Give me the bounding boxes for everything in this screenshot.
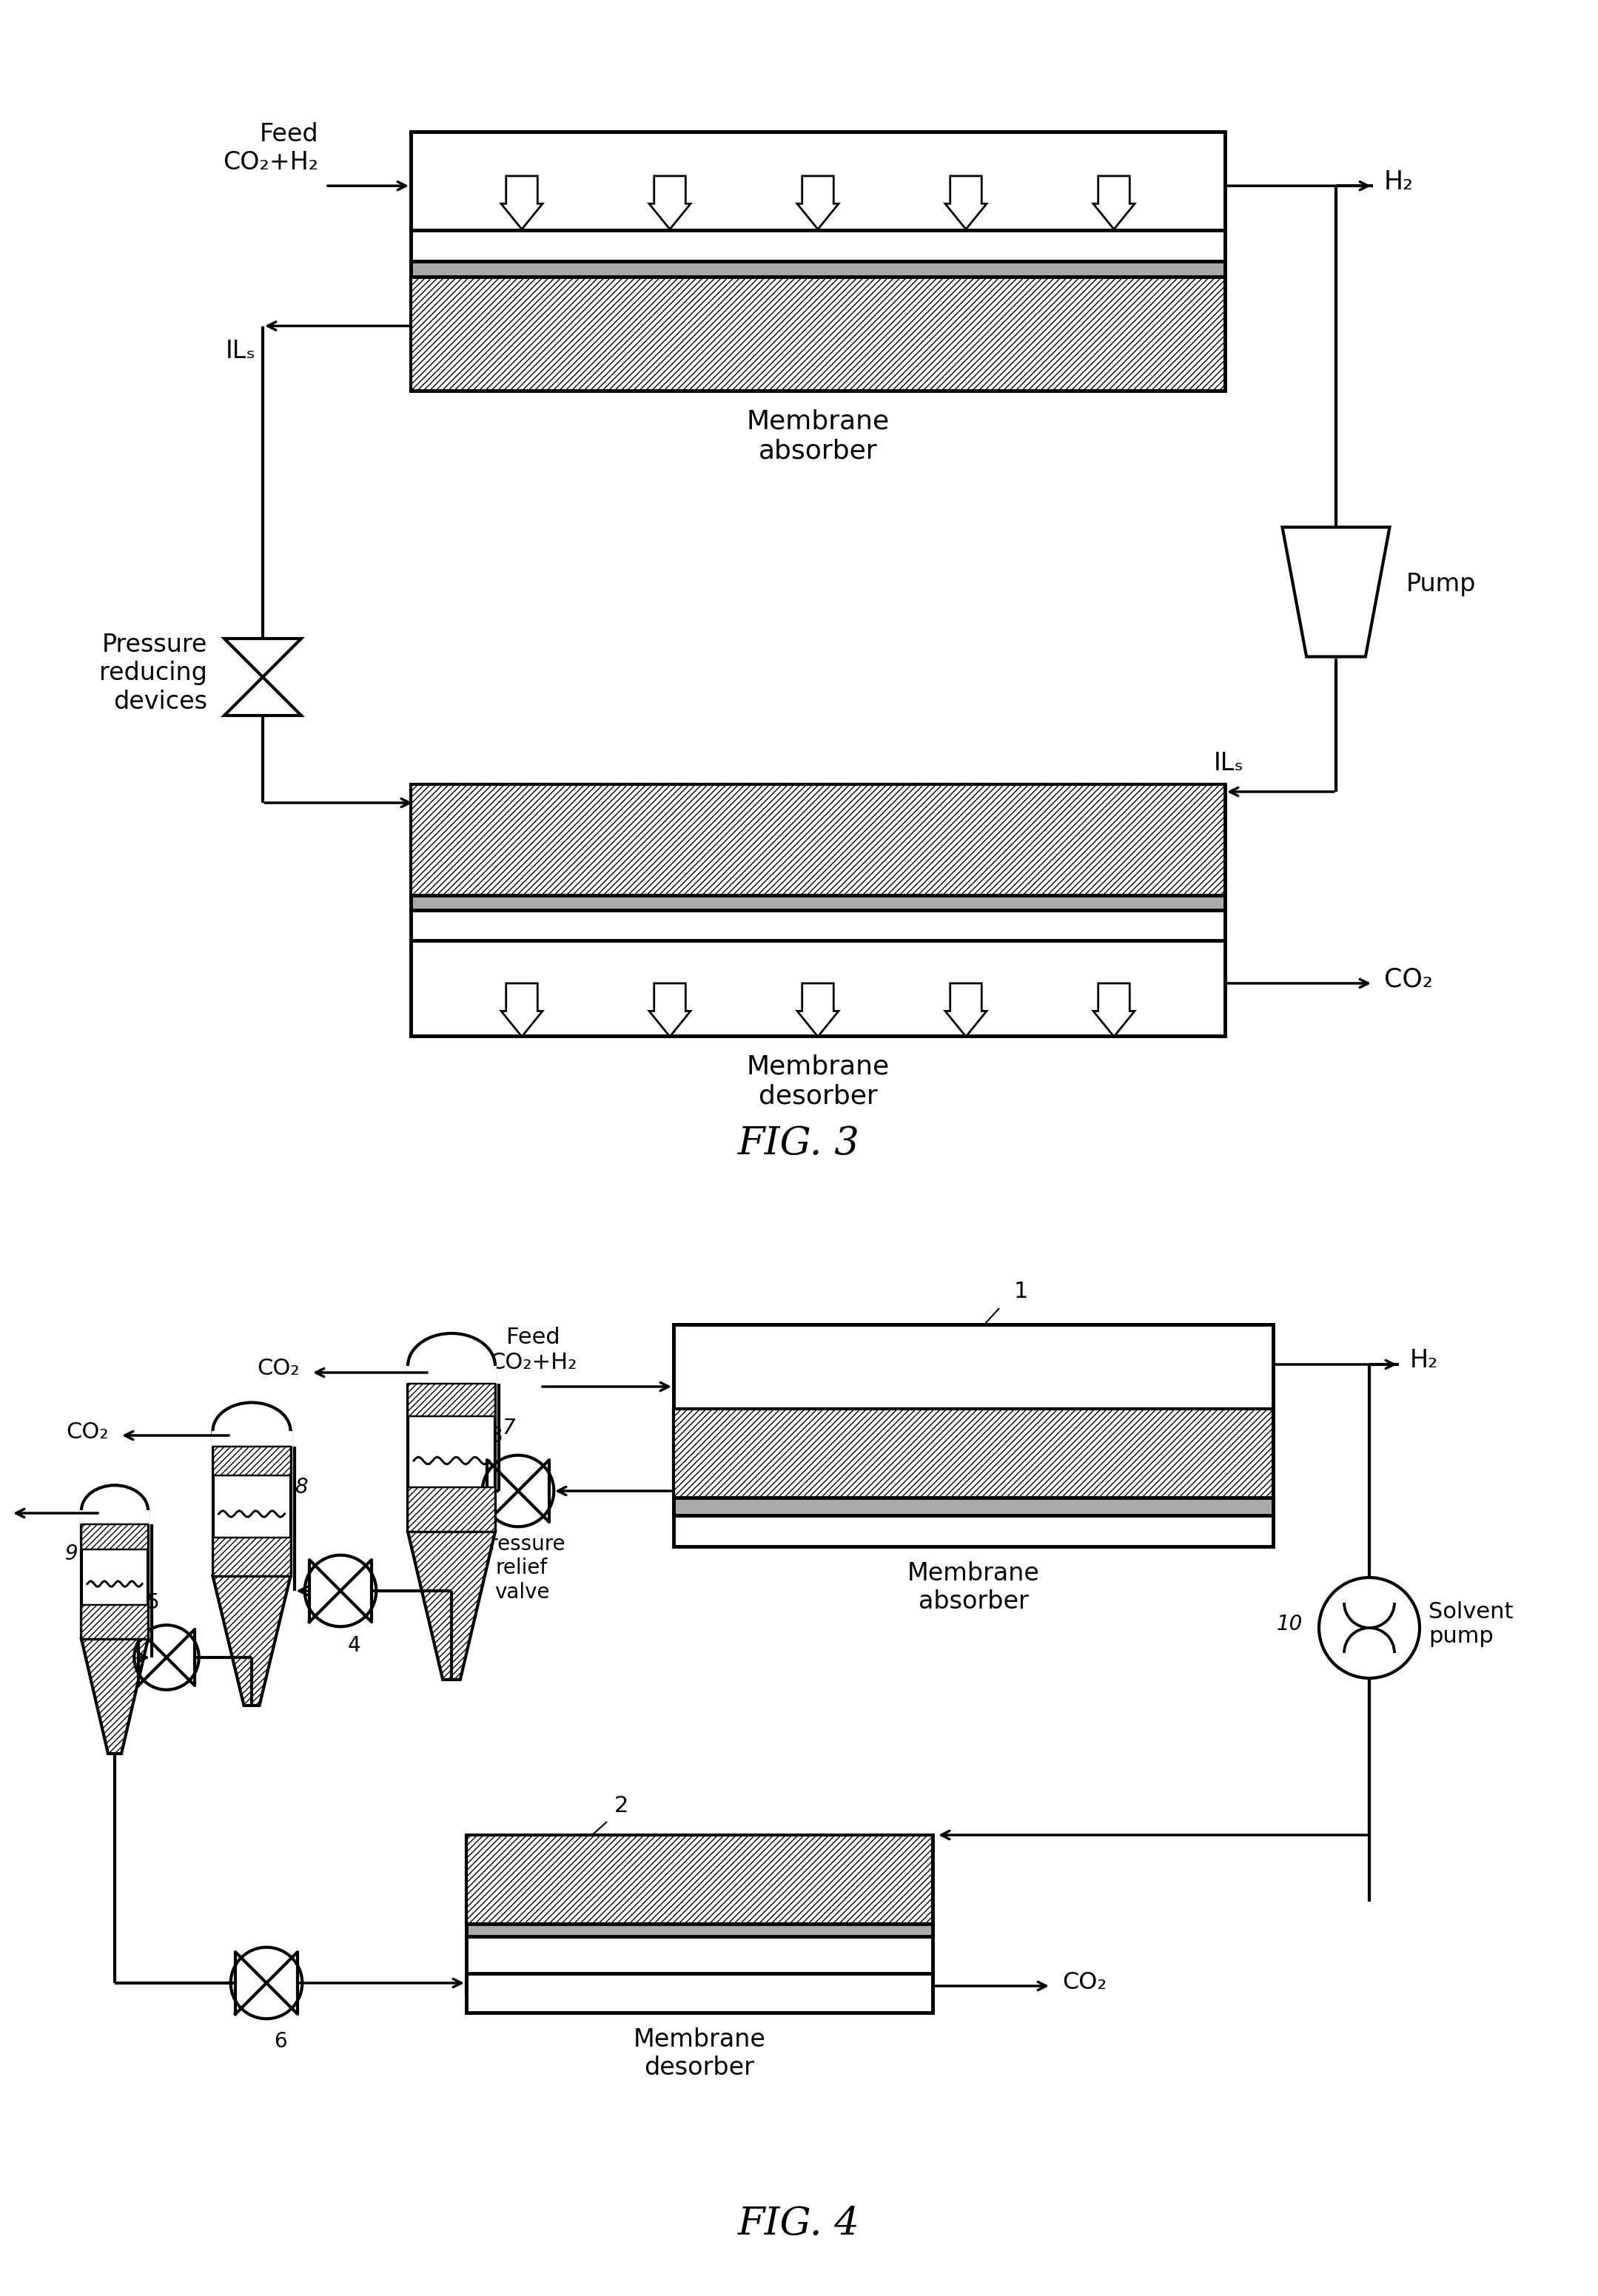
Polygon shape bbox=[502, 983, 543, 1035]
Bar bbox=[80, 1511, 150, 1525]
Text: CO₂: CO₂ bbox=[66, 1421, 109, 1442]
Polygon shape bbox=[944, 177, 986, 230]
Bar bbox=[81, 1605, 149, 1639]
Text: H₂: H₂ bbox=[1384, 170, 1414, 195]
Text: CO₂: CO₂ bbox=[1063, 1970, 1107, 1993]
Polygon shape bbox=[797, 177, 839, 230]
Bar bbox=[213, 1446, 291, 1575]
Bar bbox=[467, 1975, 933, 2014]
Polygon shape bbox=[649, 177, 690, 230]
Text: 8: 8 bbox=[294, 1476, 308, 1497]
Text: ILₛ: ILₛ bbox=[1214, 751, 1243, 776]
Bar bbox=[673, 1325, 1274, 1548]
Bar bbox=[213, 1538, 291, 1575]
Text: 7: 7 bbox=[502, 1417, 515, 1437]
Text: Membrane
desorber: Membrane desorber bbox=[746, 1054, 890, 1109]
Text: Membrane
desorber: Membrane desorber bbox=[633, 2027, 765, 2080]
Text: FIG. 3: FIG. 3 bbox=[738, 1125, 860, 1162]
Text: Pressure
relief
valve: Pressure relief valve bbox=[478, 1534, 566, 1603]
Text: 1: 1 bbox=[1015, 1281, 1029, 1302]
Bar bbox=[411, 278, 1226, 390]
Text: Solvent
pump: Solvent pump bbox=[1429, 1600, 1513, 1646]
Bar bbox=[406, 1366, 497, 1384]
Text: Pressure
reducing
devices: Pressure reducing devices bbox=[99, 634, 208, 714]
Polygon shape bbox=[649, 983, 690, 1035]
Polygon shape bbox=[502, 177, 543, 230]
Bar bbox=[407, 1384, 495, 1417]
Text: Pump: Pump bbox=[1406, 572, 1477, 597]
Polygon shape bbox=[1093, 983, 1135, 1035]
Text: 4: 4 bbox=[348, 1635, 361, 1655]
Bar bbox=[411, 785, 1226, 1035]
Bar bbox=[411, 262, 1226, 278]
Bar bbox=[213, 1430, 291, 1446]
Text: 2: 2 bbox=[614, 1795, 628, 1816]
Circle shape bbox=[1318, 1577, 1419, 1678]
Text: H₂: H₂ bbox=[1409, 1348, 1438, 1373]
Bar bbox=[673, 1410, 1274, 1497]
Text: Membrane
absorber: Membrane absorber bbox=[908, 1561, 1040, 1614]
Bar bbox=[411, 895, 1226, 909]
Ellipse shape bbox=[81, 1486, 149, 1536]
Bar bbox=[467, 1835, 933, 1924]
Ellipse shape bbox=[213, 1403, 291, 1460]
Bar bbox=[407, 1366, 495, 1384]
Bar bbox=[81, 1525, 149, 1550]
Bar bbox=[673, 1325, 1274, 1410]
Polygon shape bbox=[81, 1639, 149, 1754]
Text: 10: 10 bbox=[1277, 1614, 1302, 1635]
Bar bbox=[211, 1430, 292, 1446]
Polygon shape bbox=[1282, 528, 1390, 657]
Polygon shape bbox=[407, 1531, 495, 1681]
Bar bbox=[81, 1511, 149, 1525]
Polygon shape bbox=[224, 638, 302, 677]
Text: 5: 5 bbox=[145, 1593, 160, 1614]
Text: Membrane
absorber: Membrane absorber bbox=[746, 409, 890, 464]
Text: Feed
CO₂+H₂: Feed CO₂+H₂ bbox=[489, 1327, 577, 1373]
Bar bbox=[81, 1525, 149, 1639]
Text: CO₂: CO₂ bbox=[257, 1359, 300, 1380]
Text: Feed
CO₂+H₂: Feed CO₂+H₂ bbox=[222, 122, 318, 174]
Text: ILₛ: ILₛ bbox=[225, 340, 256, 363]
Polygon shape bbox=[944, 983, 986, 1035]
Polygon shape bbox=[797, 983, 839, 1035]
Text: 9: 9 bbox=[64, 1543, 78, 1564]
Bar bbox=[411, 131, 1226, 230]
Bar bbox=[411, 941, 1226, 1035]
Bar bbox=[467, 1835, 933, 2014]
Bar bbox=[213, 1446, 291, 1474]
Bar bbox=[407, 1384, 495, 1531]
Bar bbox=[673, 1497, 1274, 1515]
Bar bbox=[407, 1488, 495, 1531]
Bar bbox=[411, 131, 1226, 390]
Text: CO₂: CO₂ bbox=[1384, 967, 1433, 992]
Text: 3: 3 bbox=[491, 1426, 503, 1446]
Polygon shape bbox=[224, 677, 302, 716]
Bar bbox=[467, 1924, 933, 1936]
Text: FIG. 4: FIG. 4 bbox=[738, 2204, 860, 2243]
Polygon shape bbox=[1093, 177, 1135, 230]
Ellipse shape bbox=[407, 1334, 495, 1398]
Bar bbox=[411, 785, 1226, 895]
Text: 6: 6 bbox=[273, 2032, 288, 2053]
Polygon shape bbox=[213, 1575, 291, 1706]
